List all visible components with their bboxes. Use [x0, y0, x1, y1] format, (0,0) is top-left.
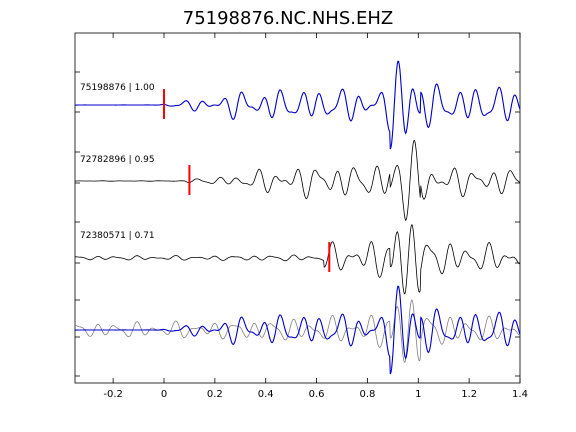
x-tick-label: 1.4: [512, 389, 528, 400]
x-tick-label: 0.4: [258, 389, 274, 400]
x-tick-label: 1: [415, 389, 421, 400]
trace-labels: 75198876 | 1.00 72782896 | 0.95 72380571 |…: [80, 83, 155, 241]
trace-label: 72380571 | 0.71: [80, 231, 155, 241]
x-tick-label: 0.8: [359, 389, 375, 400]
traces-group: [74, 60, 521, 375]
y-axis-ticks: [75, 71, 520, 377]
x-tick-label: -0.2: [103, 389, 123, 400]
trace-line: [75, 139, 521, 222]
x-tick-label: 0.6: [309, 389, 325, 400]
stack-trace-gray: [75, 299, 521, 363]
x-tick-label: 1.2: [461, 389, 477, 400]
trace-line: [74, 60, 521, 150]
stack-trace-blue: [74, 285, 521, 375]
trace-line: [75, 223, 521, 295]
pick-markers: [163, 89, 331, 272]
x-tick-label: 0: [161, 389, 167, 400]
chart-title: 75198876.NC.NHS.EHZ: [183, 8, 393, 29]
plot-frame: [74, 32, 521, 384]
x-tick-label: 0.2: [207, 389, 223, 400]
x-axis: -0.2 0 0.2 0.4 0.6 0.8 1 1.2 1.4: [103, 33, 528, 400]
trace-label: 75198876 | 1.00: [80, 83, 155, 93]
trace-label: 72782896 | 0.95: [80, 155, 155, 165]
